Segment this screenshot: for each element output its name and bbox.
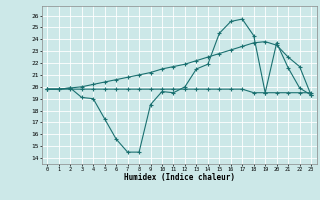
X-axis label: Humidex (Indice chaleur): Humidex (Indice chaleur)	[124, 173, 235, 182]
